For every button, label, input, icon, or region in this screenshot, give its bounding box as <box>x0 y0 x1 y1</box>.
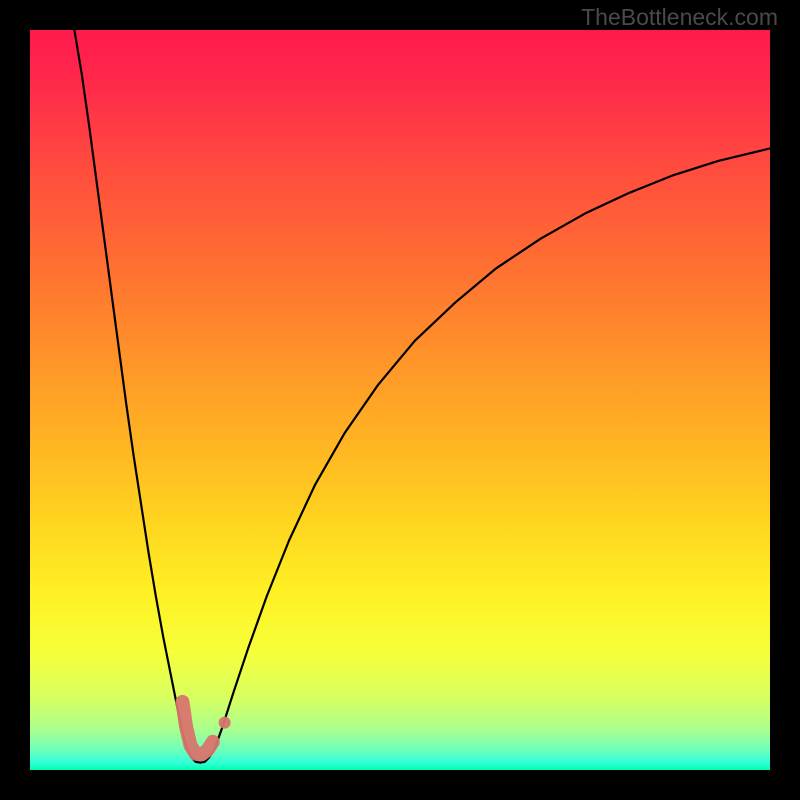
watermark-text: TheBottleneck.com <box>581 4 778 31</box>
bottleneck-curve-right <box>200 148 770 762</box>
selection-marker-dot <box>219 717 231 729</box>
curves-layer <box>30 30 770 770</box>
bottleneck-curve-left <box>74 30 200 763</box>
selection-marker <box>182 702 212 755</box>
chart-frame <box>0 0 800 800</box>
plot-area <box>30 30 770 770</box>
